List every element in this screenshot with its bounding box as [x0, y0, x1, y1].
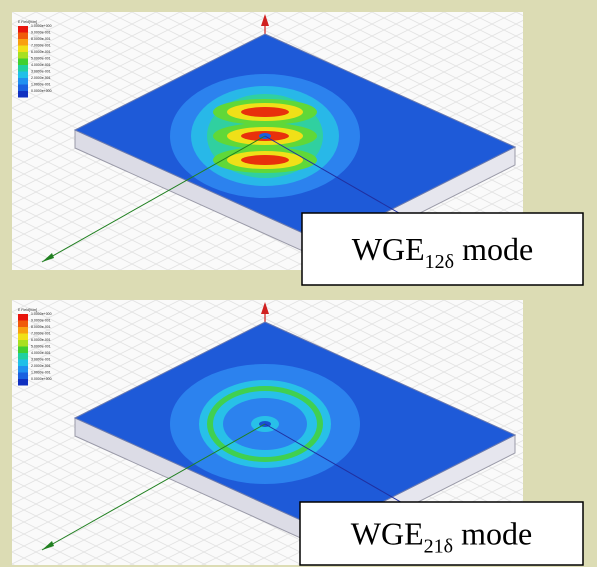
- legend-level: 3.0000e-001: [31, 357, 51, 361]
- legend-swatch: [18, 379, 28, 386]
- mode-label: WGE12δ mode: [352, 231, 533, 273]
- legend-level: 2.0000e-001: [31, 76, 51, 80]
- mode-label-suffix: mode: [461, 516, 532, 552]
- legend-swatch: [18, 314, 28, 321]
- legend-title: E Field[V/m]: [18, 308, 37, 312]
- legend-level: 9.0000e-001: [31, 318, 51, 322]
- legend-level: 4.0000e-001: [31, 351, 51, 355]
- legend-swatch: [18, 78, 28, 85]
- legend-swatch: [18, 359, 28, 366]
- legend-swatch: [18, 372, 28, 379]
- axis-arrow: [261, 302, 269, 314]
- mode-label-subscript: 21δ: [424, 536, 453, 558]
- legend-swatch: [18, 32, 28, 39]
- legend-level: 4.0000e-001: [31, 63, 51, 67]
- axis-arrow: [42, 541, 54, 550]
- mode-label-box: [301, 212, 584, 286]
- simulation-panel: E Field[V/m]1.0000e+000 9.0000e-001 8.0000…: [12, 12, 584, 286]
- legend-swatch: [18, 65, 28, 72]
- legend-swatch: [18, 320, 28, 327]
- legend-level: 9.0000e-001: [31, 30, 51, 34]
- mode-label-main: WGE: [352, 231, 425, 267]
- legend-level: 1.0000e-001: [31, 82, 51, 86]
- legend-level: 0.0000e+000: [31, 377, 52, 381]
- legend-swatch: [18, 91, 28, 98]
- legend-swatch: [18, 52, 28, 59]
- color-legend: E Field[V/m]1.0000e+000 9.0000e-001 8.0000…: [18, 20, 52, 98]
- mode-label-main: WGE: [351, 516, 424, 552]
- legend-swatch: [18, 45, 28, 52]
- axis-x: [41, 135, 266, 263]
- legend-level: 7.0000e-001: [31, 43, 51, 47]
- legend-level: 8.0000e-001: [31, 325, 51, 329]
- legend-level: 8.0000e-001: [31, 37, 51, 41]
- field-region: [241, 155, 289, 165]
- legend-swatch: [18, 26, 28, 33]
- legend-swatch: [18, 333, 28, 340]
- mode-label: WGE21δ mode: [351, 516, 532, 558]
- axis-arrow: [261, 14, 269, 26]
- legend-swatch: [18, 84, 28, 91]
- simulation-panel: E Field[V/m]1.0000e+000 9.0000e-001 8.0000…: [12, 300, 584, 566]
- legend-level: 0.0000e+000: [31, 89, 52, 93]
- legend-swatch: [18, 366, 28, 373]
- legend-level: 6.0000e-001: [31, 338, 51, 342]
- legend-level: 2.0000e-001: [31, 364, 51, 368]
- legend-level: 5.0000e-001: [31, 344, 51, 348]
- legend-level: 1.0000e+000: [31, 24, 52, 28]
- color-legend: E Field[V/m]1.0000e+000 9.0000e-001 8.0000…: [18, 308, 52, 386]
- legend-level: 7.0000e-001: [31, 331, 51, 335]
- axis-arrow: [42, 253, 54, 262]
- legend-level: 1.0000e-001: [31, 370, 51, 374]
- simulation-image: E Field[V/m]1.0000e+000 9.0000e-001 8.0000…: [12, 12, 523, 270]
- legend-swatch: [18, 340, 28, 347]
- legend-level: 5.0000e-001: [31, 56, 51, 60]
- legend-swatch: [18, 353, 28, 360]
- legend-level: 3.0000e-001: [31, 69, 51, 73]
- legend-level: 6.0000e-001: [31, 50, 51, 54]
- legend-swatch: [18, 346, 28, 353]
- legend-swatch: [18, 71, 28, 78]
- legend-level: 1.0000e+000: [31, 312, 52, 316]
- axis-x: [41, 423, 266, 551]
- mode-label-suffix: mode: [462, 231, 533, 267]
- legend-swatch: [18, 327, 28, 334]
- legend-swatch: [18, 39, 28, 46]
- legend-swatch: [18, 58, 28, 65]
- mode-label-box: [299, 501, 584, 566]
- field-region: [241, 107, 289, 117]
- legend-title: E Field[V/m]: [18, 20, 37, 24]
- mode-label-subscript: 12δ: [425, 251, 454, 273]
